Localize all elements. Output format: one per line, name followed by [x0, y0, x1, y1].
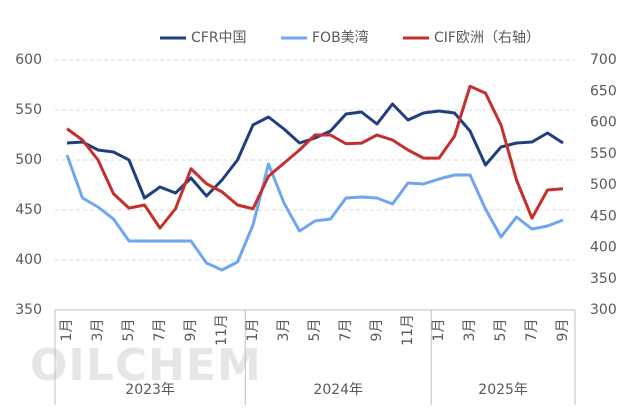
x-tick-label: 7月	[524, 319, 540, 342]
legend-label: FOB美湾	[312, 29, 369, 46]
y-tick-label: 450	[15, 202, 42, 218]
x-tick-label: 5月	[121, 319, 137, 342]
group-label: 2024年	[313, 382, 363, 398]
y2-tick-label: 400	[590, 240, 617, 256]
x-tick-label: 9月	[183, 319, 199, 342]
watermark: OILCHEM	[30, 340, 262, 391]
x-tick-label: 7月	[152, 319, 168, 342]
y-tick-label: 500	[15, 152, 42, 168]
x-tick-label: 7月	[338, 319, 354, 342]
y-tick-label: 600	[15, 52, 42, 68]
group-label: 2025年	[478, 382, 528, 398]
y-tick-label: 400	[15, 252, 42, 268]
y-tick-label: 550	[15, 102, 42, 118]
y2-tick-label: 350	[590, 271, 617, 287]
legend-label: CFR中国	[191, 30, 247, 46]
group-label: 2023年	[125, 382, 175, 398]
series-line	[66, 102, 564, 200]
x-tick-label: 3月	[462, 319, 478, 342]
x-tick-label: 1月	[59, 319, 75, 342]
x-tick-label: 1月	[245, 319, 261, 342]
y2-tick-label: 550	[590, 146, 617, 162]
y2-tick-label: 650	[590, 83, 617, 99]
series-line	[66, 84, 564, 230]
x-tick-label: 1月	[431, 319, 447, 342]
series-line	[65, 154, 564, 272]
x-tick-label: 9月	[369, 319, 385, 342]
y2-tick-label: 700	[590, 52, 617, 68]
x-tick-label: 11月	[214, 314, 230, 346]
x-tick-label: 3月	[90, 319, 106, 342]
x-tick-label: 5月	[493, 319, 509, 342]
x-tick-label: 3月	[276, 319, 292, 342]
y2-tick-label: 300	[590, 302, 617, 318]
x-tick-label: 11月	[400, 314, 416, 346]
y2-tick-label: 450	[590, 208, 617, 224]
y2-tick-label: 500	[590, 177, 617, 193]
y-tick-label: 350	[15, 302, 42, 318]
x-tick-label: 5月	[307, 319, 323, 342]
y2-tick-label: 600	[590, 115, 617, 131]
legend-label: CIF欧洲（右轴）	[434, 30, 540, 46]
x-tick-label: 9月	[555, 319, 571, 342]
